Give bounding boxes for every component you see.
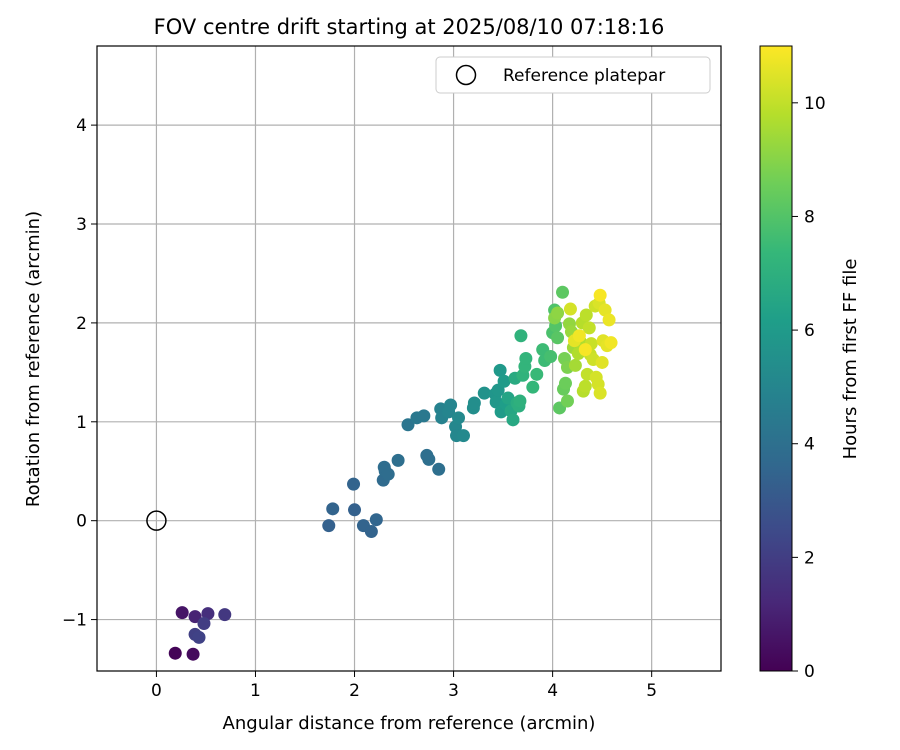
data-point [513,394,527,408]
colorbar-tick-label: 0 [804,662,815,682]
data-point [364,525,378,539]
colorbar-tick-label: 10 [804,94,826,114]
y-axis-ticks: −1 0 1 2 3 4 [62,116,97,631]
x-axis-label: Angular distance from reference (arcmin) [223,713,596,734]
data-point [558,376,572,390]
data-point [604,336,618,350]
data-point [579,308,593,322]
data-point [572,329,586,343]
legend-marker [455,64,477,86]
data-point [417,409,431,423]
colorbar-tick-label: 6 [804,321,815,341]
data-point [593,288,607,302]
x-tick-label: 0 [151,681,162,701]
data-point [530,367,544,381]
colorbar-tick-label: 4 [804,435,815,455]
data-point [595,355,609,369]
data-point [401,418,415,432]
data-point [506,413,520,427]
data-point [519,352,533,365]
data-point [348,503,362,517]
data-point [381,467,395,481]
data-point [556,285,570,299]
y-tick-label: 1 [76,413,87,433]
x-tick-label: 5 [646,681,657,701]
legend-entry-reference: Reference platepar [503,66,665,86]
data-point [563,302,577,316]
x-axis-ticks: 0 1 2 3 4 5 [151,671,657,701]
data-point [544,350,558,364]
plot-frame [96,45,722,672]
legend: Reference platepar [435,56,711,94]
data-point [197,617,211,631]
data-point [551,306,565,320]
data-point [326,502,340,516]
data-point [168,646,182,660]
y-tick-label: 4 [76,116,87,136]
data-point [391,453,405,467]
data-point [578,343,592,357]
x-tick-label: 2 [349,681,360,701]
data-point [551,331,565,345]
data-point [322,519,336,533]
data-point [188,610,202,624]
data-point [192,630,206,644]
colorbar-tick-label: 2 [804,548,815,568]
data-point [432,462,446,476]
data-point [422,452,436,466]
colorbar: 0 2 4 6 8 10 Hours from first FF file [759,45,861,682]
data-point [477,386,491,400]
data-point [186,647,200,661]
reference-marker [146,510,167,531]
x-tick-label: 3 [448,681,459,701]
scatter-points [168,285,618,661]
colorbar-gradient [759,45,793,672]
data-point [452,411,466,425]
data-point [568,358,582,372]
colorbar-ticks: 0 2 4 6 8 10 [792,94,826,682]
colorbar-tick-label: 8 [804,207,815,227]
data-point [175,606,189,620]
data-point [602,313,616,327]
legend-box [435,56,711,94]
data-point [560,394,574,408]
data-point [526,380,540,394]
x-tick-label: 4 [547,681,558,701]
data-point [456,429,470,443]
data-point [489,395,503,409]
data-point [369,513,383,527]
chart-title: FOV centre drift starting at 2025/08/10 … [154,15,665,39]
y-tick-label: −1 [62,611,87,631]
data-point [201,607,215,621]
y-axis-label: Rotation from reference (arcmin) [23,211,44,507]
data-point [598,303,612,317]
data-point [514,329,528,343]
colorbar-label: Hours from first FF file [840,259,861,460]
data-point [493,363,507,377]
data-point [578,379,592,393]
y-tick-label: 2 [76,314,87,334]
data-point [218,608,232,622]
y-tick-label: 0 [76,512,87,532]
grid [97,46,721,671]
data-point [593,386,607,400]
data-point [467,396,481,410]
y-tick-label: 3 [76,215,87,235]
data-point [347,477,361,491]
x-tick-label: 1 [250,681,261,701]
data-point [582,321,596,335]
data-point [497,374,511,388]
data-point [444,398,458,412]
